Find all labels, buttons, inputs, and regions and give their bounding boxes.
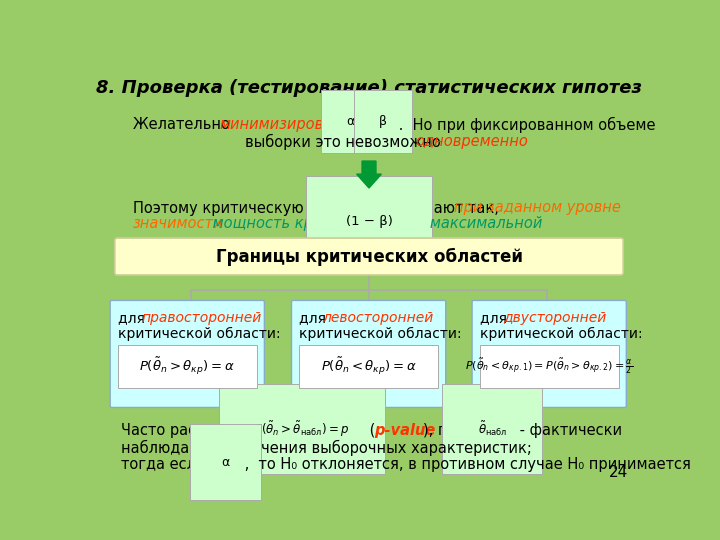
- Text: (: (: [365, 423, 376, 438]
- Bar: [300, 345, 438, 388]
- Text: одновременно: одновременно: [415, 134, 528, 149]
- Text: наблюдаемые значения выборочных характеристик;: наблюдаемые значения выборочных характер…: [121, 440, 532, 456]
- Text: ), где: ), где: [423, 423, 474, 438]
- Text: Поэтому критическую область V\V: Поэтому критическую область V\V: [132, 200, 399, 215]
- Text: мощность критерия: мощность критерия: [208, 217, 372, 232]
- Text: критической области:: критической области:: [300, 327, 462, 341]
- Text: p-value: p-value: [374, 423, 436, 438]
- Text: $\tilde{\theta}_{\text{набл}}$: $\tilde{\theta}_{\text{набл}}$: [477, 420, 507, 438]
- Text: для: для: [300, 311, 330, 325]
- Text: тогда если p <: тогда если p <: [121, 457, 241, 472]
- Text: $P(\tilde{\theta}_n > \theta_{\kappa p}) = \alpha$: $P(\tilde{\theta}_n > \theta_{\kappa p})…: [140, 356, 235, 377]
- Text: ,  то H₀ отклоняется, в противном случае H₀ принимается: , то H₀ отклоняется, в противном случае …: [240, 457, 690, 472]
- Text: выборки это невозможно: выборки это невозможно: [245, 134, 446, 150]
- Text: $P(\tilde{\theta}_n > \tilde{\theta}_{\text{набл}}) = p$: $P(\tilde{\theta}_n > \tilde{\theta}_{\t…: [254, 420, 350, 438]
- Text: и: и: [363, 117, 382, 132]
- Text: $P(\tilde{\theta}_n{<}\theta_{\kappa p.1}){=}P(\tilde{\theta}_n{>}\theta_{\kappa: $P(\tilde{\theta}_n{<}\theta_{\kappa p.1…: [465, 357, 633, 376]
- FancyBboxPatch shape: [472, 300, 626, 408]
- Text: Границы критических областей: Границы критических областей: [215, 247, 523, 266]
- Text: k: k: [374, 205, 381, 215]
- Text: Желательно: Желательно: [132, 117, 234, 132]
- Text: выбирают так,: выбирают так,: [382, 200, 504, 215]
- Text: α: α: [346, 115, 354, 129]
- Bar: [480, 345, 618, 388]
- Text: для: для: [480, 311, 511, 325]
- Text: α: α: [222, 456, 230, 469]
- Text: β: β: [379, 115, 387, 129]
- Text: 8. Проверка (тестирование) статистических гипотез: 8. Проверка (тестирование) статистически…: [96, 79, 642, 97]
- FancyBboxPatch shape: [292, 300, 446, 408]
- Text: и: и: [330, 117, 349, 132]
- Text: при заданном уровне: при заданном уровне: [454, 200, 621, 214]
- Text: - фактически: - фактически: [515, 423, 622, 438]
- Text: левосторонней: левосторонней: [323, 311, 433, 325]
- Text: максимальной: максимальной: [415, 217, 542, 232]
- Text: минимизировать: минимизировать: [220, 117, 350, 132]
- FancyBboxPatch shape: [110, 300, 264, 408]
- Text: .  Но при фиксированном объеме: . Но при фиксированном объеме: [394, 117, 655, 133]
- Text: критической области:: критической области:: [480, 327, 642, 341]
- Text: критической области:: критической области:: [118, 327, 281, 341]
- Text: 24: 24: [609, 465, 629, 480]
- FancyArrow shape: [356, 161, 382, 188]
- Text: двусторонней: двусторонней: [503, 311, 606, 325]
- Text: значимости: значимости: [132, 217, 223, 232]
- Text: Часто рассчитывают: Часто рассчитывают: [121, 423, 290, 438]
- Bar: [118, 345, 256, 388]
- Text: (1 − β): (1 − β): [346, 215, 392, 228]
- Text: правосторонней: правосторонней: [141, 311, 261, 325]
- FancyBboxPatch shape: [114, 238, 624, 275]
- Text: $P(\tilde{\theta}_n < \theta_{\kappa p}) = \alpha$: $P(\tilde{\theta}_n < \theta_{\kappa p})…: [321, 356, 416, 377]
- Text: для: для: [118, 311, 149, 325]
